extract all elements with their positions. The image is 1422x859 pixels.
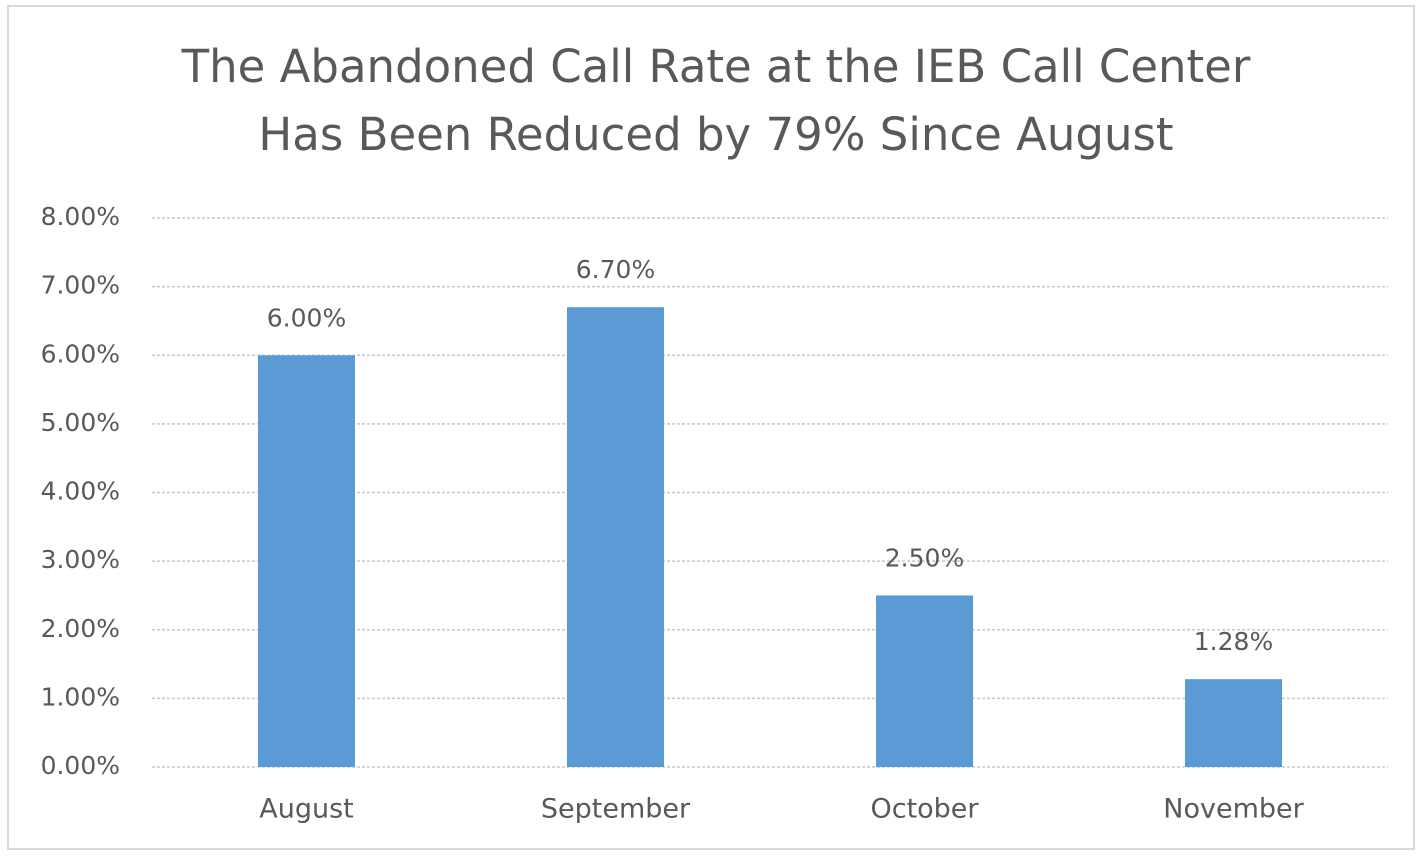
y-tick-label: 6.00% bbox=[41, 339, 120, 368]
data-label: 2.50% bbox=[885, 543, 964, 572]
x-tick-label: September bbox=[541, 794, 691, 825]
y-tick-label: 3.00% bbox=[41, 545, 120, 574]
y-tick-label: 0.00% bbox=[41, 751, 120, 780]
data-label: 6.70% bbox=[576, 255, 655, 284]
bar bbox=[875, 595, 974, 767]
x-tick-label: August bbox=[259, 794, 354, 825]
y-tick-label: 7.00% bbox=[41, 271, 120, 300]
y-tick-label: 2.00% bbox=[41, 614, 120, 643]
y-tick-label: 5.00% bbox=[41, 408, 120, 437]
chart-title: Has Been Reduced by 79% Since August bbox=[258, 108, 1173, 161]
chart-frame bbox=[7, 5, 1415, 850]
bar bbox=[566, 307, 665, 767]
x-tick-label: November bbox=[1163, 794, 1304, 825]
y-tick-label: 8.00% bbox=[41, 202, 120, 231]
bar bbox=[257, 355, 356, 767]
y-tick-label: 1.00% bbox=[41, 682, 120, 711]
x-tick-label: October bbox=[870, 794, 979, 825]
data-label: 1.28% bbox=[1194, 627, 1273, 656]
y-tick-label: 4.00% bbox=[41, 477, 120, 506]
data-label: 6.00% bbox=[267, 303, 346, 332]
bar bbox=[1184, 679, 1283, 767]
chart-title: The Abandoned Call Rate at the IEB Call … bbox=[181, 40, 1251, 93]
